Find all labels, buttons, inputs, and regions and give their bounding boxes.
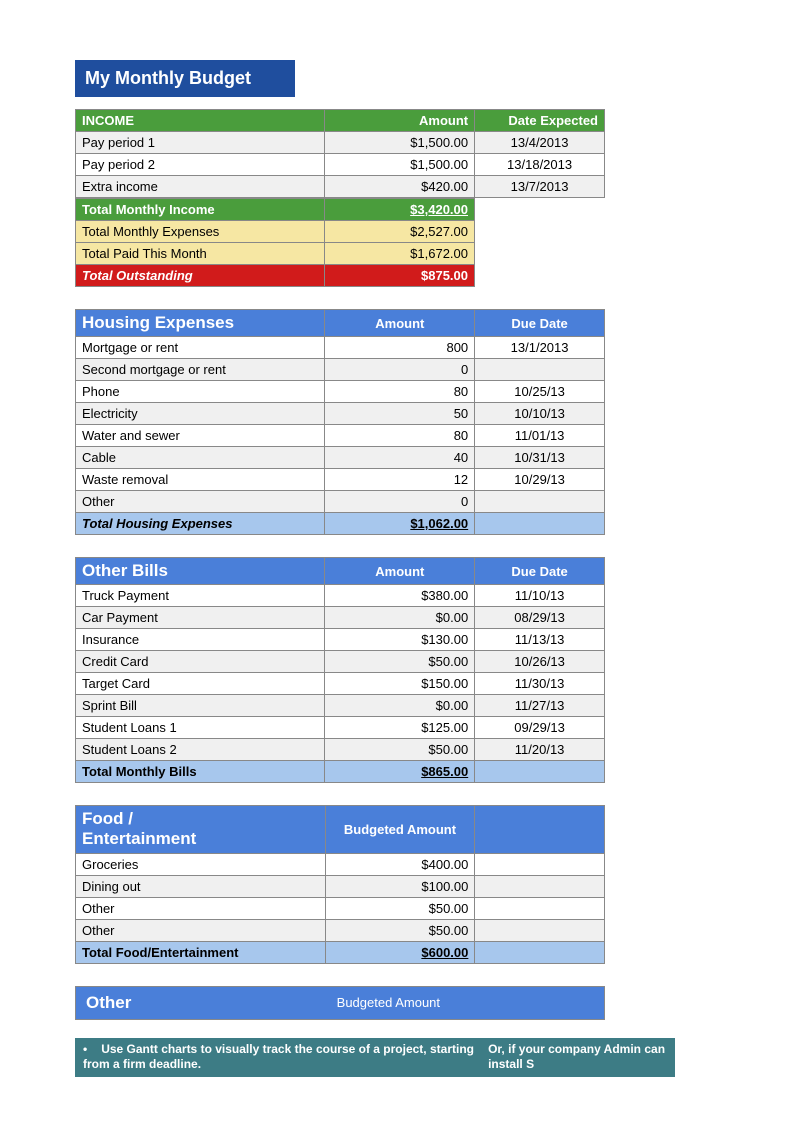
expenses-total: Total Monthly Expenses $2,527.00 [76, 221, 475, 243]
income-header-label: INCOME [76, 110, 325, 132]
income-header-amount: Amount [325, 110, 475, 132]
income-row: Extra income $420.00 13/7/2013 [76, 176, 605, 198]
housing-row: Phone8010/25/13 [76, 381, 605, 403]
bills-row: Student Loans 2$50.0011/20/13 [76, 739, 605, 761]
food-row: Other$50.00 [76, 919, 605, 941]
income-total: Total Monthly Income $3,420.00 [76, 199, 475, 221]
outstanding-total: Total Outstanding $875.00 [76, 265, 475, 287]
food-header: Food /Entertainment Budgeted Amount [76, 806, 605, 854]
bills-row: Truck Payment$380.0011/10/13 [76, 585, 605, 607]
paid-total: Total Paid This Month $1,672.00 [76, 243, 475, 265]
housing-row: Water and sewer8011/01/13 [76, 425, 605, 447]
footer-bar: •Use Gantt charts to visually track the … [75, 1038, 675, 1077]
bills-table: Other Bills Amount Due Date Truck Paymen… [75, 557, 605, 783]
bills-row: Car Payment$0.0008/29/13 [76, 607, 605, 629]
food-row: Other$50.00 [76, 897, 605, 919]
income-row: Pay period 1 $1,500.00 13/4/2013 [76, 132, 605, 154]
income-row: Pay period 2 $1,500.00 13/18/2013 [76, 154, 605, 176]
food-row: Groceries$400.00 [76, 853, 605, 875]
food-total: Total Food/Entertainment $600.00 [76, 941, 605, 963]
bills-row: Sprint Bill$0.0011/27/13 [76, 695, 605, 717]
housing-header: Housing Expenses Amount Due Date [76, 310, 605, 337]
housing-row: Mortgage or rent80013/1/2013 [76, 337, 605, 359]
other-header: Other Budgeted Amount [75, 986, 605, 1020]
bills-total: Total Monthly Bills $865.00 [76, 761, 605, 783]
food-table: Food /Entertainment Budgeted Amount Groc… [75, 805, 605, 964]
bills-header: Other Bills Amount Due Date [76, 558, 605, 585]
bills-row: Credit Card$50.0010/26/13 [76, 651, 605, 673]
housing-row: Cable4010/31/13 [76, 447, 605, 469]
footer-right: Or, if your company Admin can install S [488, 1042, 667, 1073]
housing-row: Second mortgage or rent0 [76, 359, 605, 381]
bills-row: Insurance$130.0011/13/13 [76, 629, 605, 651]
income-header-date: Date Expected [475, 110, 605, 132]
food-row: Dining out$100.00 [76, 875, 605, 897]
income-header: INCOME Amount Date Expected [76, 110, 605, 132]
other-label: Other [76, 987, 316, 1019]
housing-row: Electricity5010/10/13 [76, 403, 605, 425]
housing-row: Other0 [76, 491, 605, 513]
housing-row: Waste removal1210/29/13 [76, 469, 605, 491]
income-table: INCOME Amount Date Expected Pay period 1… [75, 109, 605, 198]
income-summary: Total Monthly Income $3,420.00 Total Mon… [75, 198, 475, 287]
housing-table: Housing Expenses Amount Due Date Mortgag… [75, 309, 605, 535]
bills-row: Student Loans 1$125.0009/29/13 [76, 717, 605, 739]
other-amount-label: Budgeted Amount [316, 987, 460, 1019]
bills-row: Target Card$150.0011/30/13 [76, 673, 605, 695]
footer-left: •Use Gantt charts to visually track the … [83, 1042, 488, 1073]
page-title: My Monthly Budget [75, 60, 295, 97]
housing-total: Total Housing Expenses $1,062.00 [76, 513, 605, 535]
